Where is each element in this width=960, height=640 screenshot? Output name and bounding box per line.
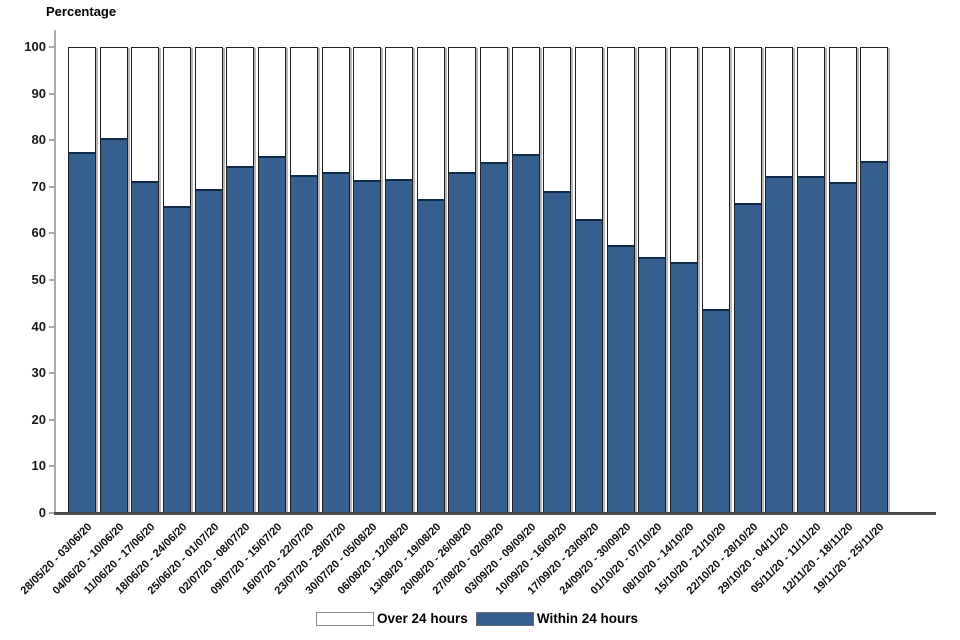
y-tick-label-80: 80 — [31, 132, 46, 148]
bar-within-segment — [766, 176, 793, 512]
y-tick-label-50: 50 — [31, 272, 46, 287]
y-tick-label-0: 0 — [38, 505, 46, 520]
bar-within-segment — [354, 179, 381, 512]
bar-11/06/20 - 17/06/20 — [131, 47, 160, 513]
y-tick-mark — [49, 139, 54, 142]
legend-label-over-24-hours: Over 24 hours — [377, 611, 468, 626]
bar-within-segment — [322, 172, 349, 512]
y-tick-label-60: 60 — [31, 225, 46, 241]
bar-20/08/20 - 26/08/20 — [448, 47, 477, 513]
bar-17/09/20 - 23/09/20 — [575, 47, 604, 513]
bar-13/08/20 - 19/08/20 — [416, 47, 445, 513]
bar-within-segment — [671, 262, 698, 512]
bar-within-segment — [195, 188, 222, 512]
legend: Over 24 hours Within 24 hours — [0, 611, 960, 626]
bar-23/07/20 - 29/07/20 — [321, 47, 350, 513]
y-tick-mark — [49, 46, 54, 48]
bar-06/08/20 - 12/08/20 — [384, 47, 413, 513]
bar-01/10/20 - 07/10/20 — [638, 47, 667, 513]
bar-within-segment — [290, 174, 317, 512]
bar-within-segment — [259, 155, 286, 512]
y-tick-mark — [49, 325, 54, 328]
y-tick-label-70: 70 — [31, 178, 46, 194]
bar-within-segment — [607, 245, 634, 512]
bar-within-segment — [861, 160, 888, 512]
x-axis-line — [54, 512, 936, 515]
bar-25/06/20 - 01/07/20 — [194, 47, 223, 513]
bar-within-segment — [576, 219, 603, 512]
bar-24/09/20 - 30/09/20 — [606, 47, 635, 513]
y-tick-mark — [49, 232, 54, 235]
legend-swatch-within-24-hours — [475, 611, 534, 626]
bar-10/09/20 - 16/09/20 — [543, 47, 572, 513]
y-tick-label-10: 10 — [31, 458, 46, 474]
bar-within-segment — [797, 176, 824, 512]
bar-27/08/20 - 02/09/20 — [480, 47, 508, 513]
y-tick-label-20: 20 — [31, 411, 46, 427]
bar-02/07/20 - 08/07/20 — [226, 47, 255, 513]
y-tick-mark — [49, 372, 54, 375]
bar-within-segment — [227, 166, 254, 512]
bar-within-segment — [829, 181, 856, 512]
bar-within-segment — [481, 161, 507, 512]
y-tick-mark — [49, 279, 54, 281]
y-tick-mark — [49, 512, 54, 514]
bar-12/11/20 - 18/11/20 — [828, 47, 857, 513]
legend-item-within-24-hours: Within 24 hours — [475, 611, 644, 626]
bar-19/11/20 - 25/11/20 — [860, 47, 889, 513]
bar-within-segment — [449, 171, 476, 512]
y-tick-mark — [49, 185, 54, 188]
bar-04/06/20 - 10/06/20 — [99, 47, 128, 513]
bar-within-segment — [417, 198, 444, 512]
bar-18/06/20 - 24/06/20 — [163, 47, 192, 513]
bar-within-segment — [512, 154, 539, 512]
bar-30/07/20 - 05/08/20 — [353, 47, 382, 513]
bar-within-segment — [132, 181, 159, 512]
bar-05/11/20 - 11/11/20 — [796, 47, 825, 513]
bar-within-segment — [544, 191, 571, 512]
bar-within-segment — [385, 179, 412, 512]
y-tick-label-40: 40 — [31, 318, 46, 334]
bar-09/07/20 - 15/07/20 — [258, 47, 287, 513]
bar-03/09/20 - 09/09/20 — [511, 47, 540, 513]
legend-label-within-24-hours: Within 24 hours — [536, 611, 638, 626]
bar-within-segment — [734, 202, 761, 512]
y-axis-line — [54, 30, 56, 514]
bar-within-segment — [164, 205, 191, 512]
bar-22/10/20 - 28/10/20 — [733, 47, 762, 513]
bar-15/10/20 - 21/10/20 — [701, 47, 730, 513]
bar-28/05/20 - 03/06/20 — [68, 47, 96, 513]
legend-item-over-24-hours: Over 24 hours — [316, 611, 474, 626]
bar-16/07/20 - 22/07/20 — [289, 47, 318, 513]
y-tick-mark — [49, 92, 54, 95]
bar-within-segment — [100, 137, 127, 512]
bar-within-segment — [639, 257, 666, 512]
y-tick-label-90: 90 — [31, 85, 46, 101]
bar-within-segment — [702, 309, 729, 512]
bar-08/10/20 - 14/10/20 — [670, 47, 699, 513]
y-axis-title: Percentage — [46, 4, 117, 19]
y-tick-label-30: 30 — [31, 365, 46, 381]
legend-swatch-over-24-hours — [316, 611, 375, 626]
y-tick-mark — [49, 465, 54, 468]
y-tick-label-100: 100 — [24, 39, 46, 54]
bar-within-segment — [69, 151, 95, 512]
y-tick-mark — [49, 418, 54, 421]
bar-29/10/20 - 04/11/20 — [765, 47, 794, 513]
